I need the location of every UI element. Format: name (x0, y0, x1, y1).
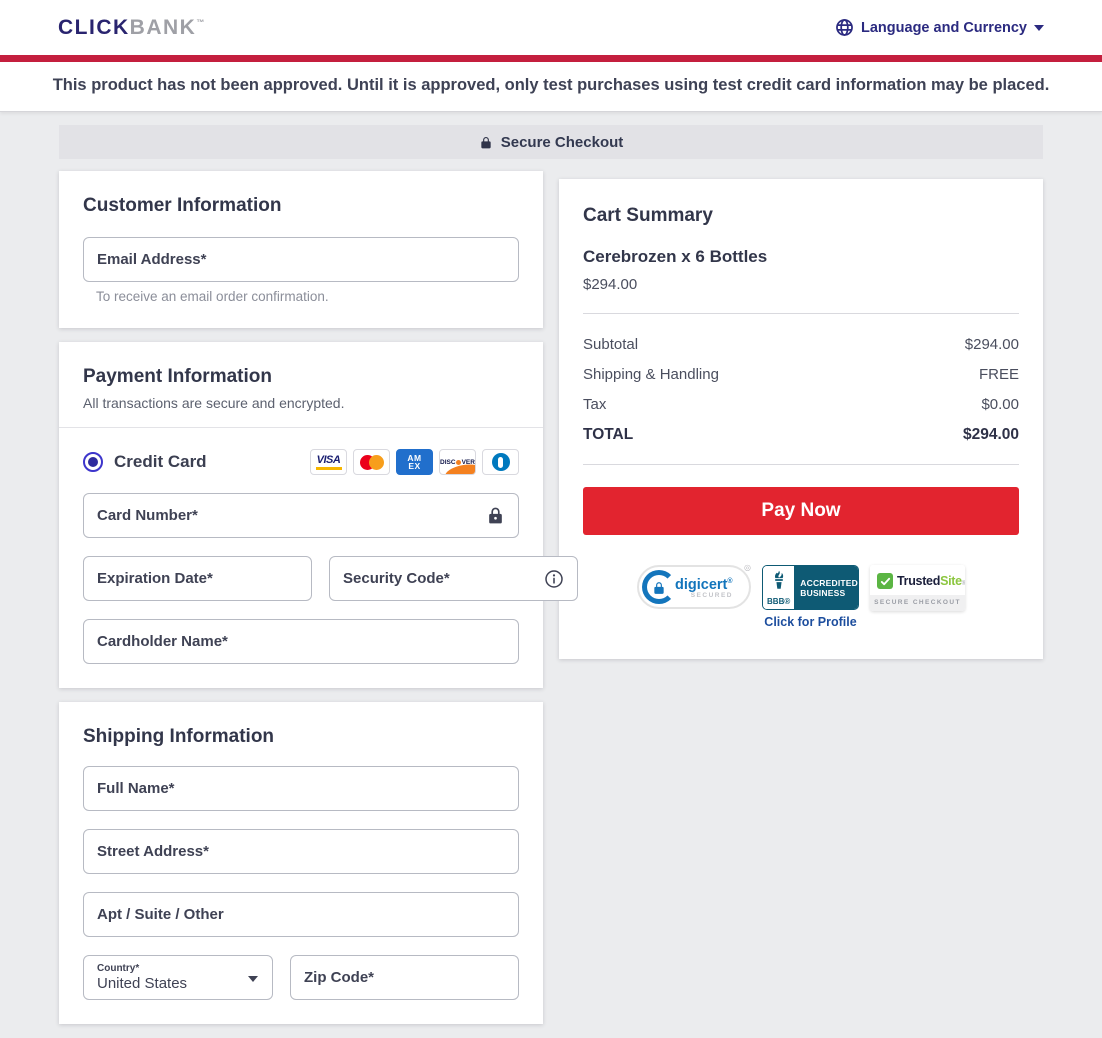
digicert-name: digicert® (675, 576, 733, 593)
right-column: Cart Summary Cerebrozen x 6 Bottles $294… (559, 171, 1043, 673)
brand-red-bar (0, 55, 1102, 62)
payment-information-card: Payment Information All transactions are… (59, 342, 578, 688)
mastercard-icon (353, 449, 390, 475)
payment-method-row: Credit Card VISA AM EX DISC VER (83, 449, 519, 475)
shipping-information-title: Shipping Information (83, 726, 275, 747)
pre-pay-divider (583, 464, 1019, 465)
trustedsite-name-1: Trusted (897, 574, 941, 588)
discover-icon: DISC VER (439, 449, 476, 475)
apt-suite-field[interactable] (97, 906, 505, 923)
shipping-handling-label: Shipping & Handling (583, 366, 719, 383)
apt-suite-field-box (83, 892, 519, 937)
subtotal-value: $294.00 (964, 336, 1019, 353)
trust-badges: digicert® SECURED ◎ BBB® (583, 563, 1019, 629)
info-icon[interactable] (544, 569, 564, 589)
product-price: $294.00 (583, 276, 638, 293)
logo-click: CLICK (58, 15, 130, 39)
test-purchase-notice: This product has not been approved. Unti… (0, 62, 1102, 112)
product-name: Cerebrozen x 6 Bottles (583, 247, 768, 266)
expiration-field-box (83, 556, 312, 601)
bbb-logo-text: BBB® (767, 596, 791, 606)
email-field-box (83, 237, 519, 282)
checkout-content: Secure Checkout Customer Information To … (59, 125, 1043, 1038)
bbb-accredited-label: ACCREDITED (800, 577, 858, 588)
country-value: United States (97, 975, 188, 992)
lock-icon (479, 135, 493, 150)
total-label: TOTAL (583, 426, 634, 443)
bbb-torch-icon (770, 570, 788, 597)
payment-information-subtitle: All transactions are secure and encrypte… (83, 395, 345, 411)
trustedsite-badge[interactable]: TrustedSite® SECURE CHECKOUT (870, 565, 965, 611)
digicert-lock-icon (652, 580, 666, 601)
secure-checkout-bar: Secure Checkout (59, 125, 1043, 159)
credit-card-radio[interactable] (83, 452, 103, 472)
country-chevron-down-icon (248, 976, 258, 982)
email-helper-text: To receive an email order confirmation. (96, 289, 329, 304)
security-code-field[interactable] (343, 570, 544, 587)
bbb-click-for-profile-link[interactable]: Click for Profile (764, 615, 857, 629)
bbb-business-label: BUSINESS (800, 587, 846, 598)
cart-summary-card: Cart Summary Cerebrozen x 6 Bottles $294… (559, 179, 1043, 659)
trustedsite-reg-mark: ® (961, 581, 965, 587)
tax-label: Tax (583, 396, 607, 413)
top-header: CLICK BANK ™ Language and Currency (0, 0, 1102, 55)
digicert-secured-label: SECURED (690, 592, 733, 600)
trustedsite-name-2: Site (940, 574, 962, 588)
globe-icon (835, 18, 854, 37)
credit-card-label: Credit Card (114, 452, 207, 471)
clickbank-logo: CLICK BANK ™ (58, 16, 204, 40)
trustedsite-secure-checkout-label: SECURE CHECKOUT (870, 595, 965, 611)
street-address-field-box (83, 829, 519, 874)
country-select[interactable]: Country* United States (83, 955, 273, 1000)
digicert-reg-mark: ◎ (744, 563, 751, 572)
cardholder-field-box (83, 619, 519, 664)
left-column: Customer Information To receive an email… (59, 171, 578, 1038)
bbb-badge[interactable]: BBB® ACCREDITED BUSINESS Click for Profi… (762, 565, 859, 629)
customer-information-title: Customer Information (83, 195, 282, 216)
tax-value: $0.00 (981, 396, 1019, 413)
expiration-date-field[interactable] (97, 570, 298, 587)
subtotal-row: Subtotal $294.00 (583, 336, 1019, 353)
subtotal-label: Subtotal (583, 336, 639, 353)
cardholder-name-field[interactable] (97, 633, 505, 650)
full-name-field-box (83, 766, 519, 811)
payment-divider (59, 427, 543, 428)
digicert-badge[interactable]: digicert® SECURED ◎ (637, 563, 751, 609)
payment-information-title: Payment Information (83, 366, 272, 387)
country-label: Country* (97, 963, 140, 974)
pay-now-button[interactable]: Pay Now (583, 487, 1019, 535)
shipping-handling-value: FREE (978, 366, 1019, 383)
customer-information-card: Customer Information To receive an email… (59, 171, 543, 328)
total-row: TOTAL $294.00 (583, 426, 1019, 444)
zip-code-field[interactable] (304, 969, 505, 986)
zip-code-field-box (290, 955, 519, 1000)
language-currency-label: Language and Currency (861, 19, 1027, 36)
security-code-field-box (329, 556, 578, 601)
accepted-card-brands: VISA AM EX DISC VER (310, 449, 519, 475)
visa-icon: VISA (310, 449, 347, 475)
street-address-field[interactable] (97, 843, 505, 860)
card-number-field-box (83, 493, 519, 538)
diners-club-icon (482, 449, 519, 475)
shipping-information-card: Shipping Information Country* United Sta… (59, 702, 543, 1024)
cart-divider (583, 313, 1019, 314)
trustedsite-check-icon (877, 573, 893, 589)
logo-bank: BANK (129, 15, 197, 39)
language-currency-selector[interactable]: Language and Currency (835, 18, 1044, 37)
shipping-handling-row: Shipping & Handling FREE (583, 366, 1019, 383)
cart-summary-title: Cart Summary (583, 205, 713, 226)
chevron-down-icon (1034, 24, 1044, 31)
email-field[interactable] (97, 251, 505, 268)
card-number-field[interactable] (97, 507, 486, 524)
full-name-field[interactable] (97, 780, 505, 797)
tax-row: Tax $0.00 (583, 396, 1019, 413)
amex-icon: AM EX (396, 449, 433, 475)
total-value: $294.00 (962, 426, 1019, 443)
secure-checkout-label: Secure Checkout (500, 133, 624, 151)
card-lock-icon (486, 505, 505, 526)
logo-trademark: ™ (196, 17, 205, 27)
digicert-arc (642, 570, 676, 604)
